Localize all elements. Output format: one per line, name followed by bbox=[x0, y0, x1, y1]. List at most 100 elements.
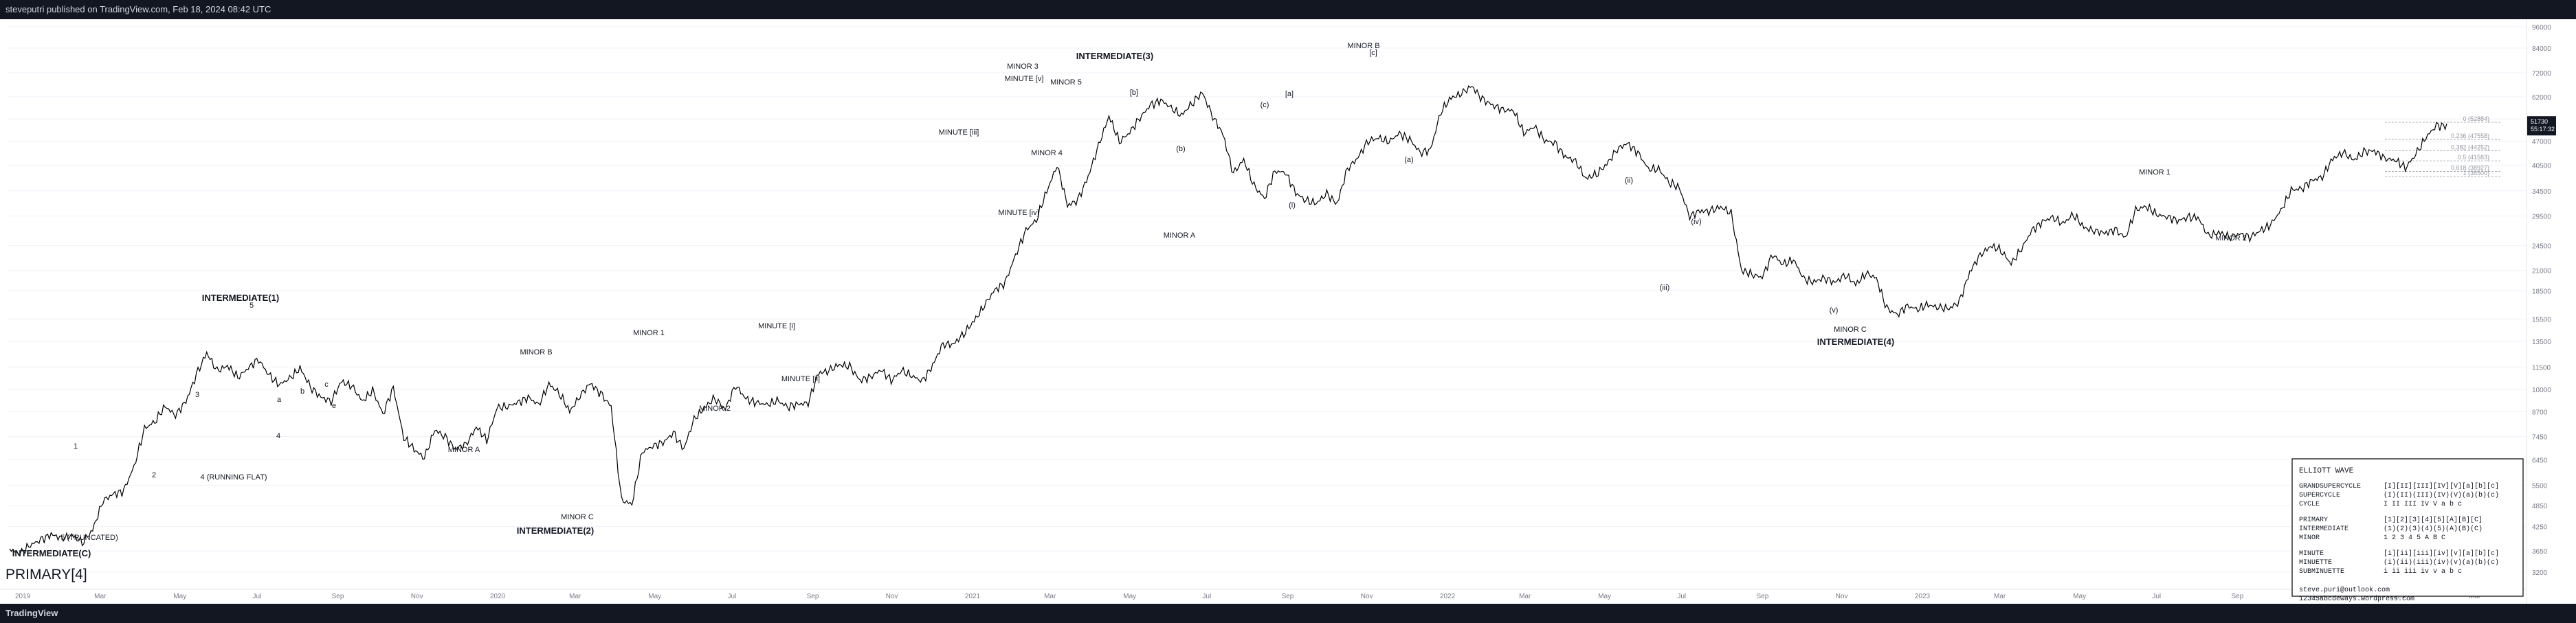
wave-label: [c] bbox=[1369, 49, 1377, 57]
wave-label: (iii) bbox=[1660, 284, 1670, 292]
x-tick-label: Sep bbox=[1757, 593, 1769, 600]
wave-label: [b] bbox=[1130, 89, 1138, 97]
y-tick-label: 18500 bbox=[2532, 288, 2551, 295]
fib-label: 1 (38500) bbox=[2463, 170, 2489, 177]
wave-label: a bbox=[277, 396, 282, 404]
wave-label: INTERMEDIATE(2) bbox=[517, 525, 594, 536]
x-tick-label: Mar bbox=[1519, 593, 1531, 600]
legend-contact: steve.puri@outlook.com bbox=[2299, 586, 2390, 594]
wave-label: e bbox=[332, 402, 336, 410]
wave-label: 5 bbox=[249, 302, 254, 310]
x-tick-label: May bbox=[173, 593, 186, 600]
symbol-label: PRIMARY[4] bbox=[5, 567, 87, 582]
price-series-line bbox=[9, 84, 2447, 556]
y-tick-label: 72000 bbox=[2532, 70, 2551, 78]
x-tick-label: Jul bbox=[1677, 593, 1686, 600]
x-tick-label: Nov bbox=[1361, 593, 1373, 600]
legend-row-symbols: (I)(II)(III)(IV)(V)(a)(b)(c) bbox=[2384, 491, 2499, 499]
wave-label: MINOR C bbox=[561, 513, 594, 521]
wave-label: MINOR 2 bbox=[2215, 234, 2247, 242]
chart-area[interactable]: 0 (52884) 0.236 (47558) 0.382 (44252) 0.5 (… bbox=[0, 19, 2576, 604]
wave-label: MINOR 4 bbox=[1031, 149, 1063, 157]
x-tick-label: Mar bbox=[94, 593, 107, 600]
fib-label: 0.382 (44252) bbox=[2451, 144, 2489, 151]
x-tick-label: Nov bbox=[886, 593, 898, 600]
wave-label: (a) bbox=[1404, 156, 1413, 164]
fib-label: 0 (52884) bbox=[2463, 115, 2489, 122]
wave-label: 4 bbox=[276, 432, 280, 440]
y-tick-label: 15500 bbox=[2532, 317, 2551, 324]
legend-row-name: SUBMINUETTE bbox=[2299, 568, 2344, 576]
x-tick-label: May bbox=[648, 593, 661, 600]
legend-row-symbols: i ii iii iv v a b c bbox=[2384, 567, 2462, 576]
y-tick-label: 11500 bbox=[2532, 364, 2551, 372]
y-tick-label: 5500 bbox=[2532, 482, 2548, 490]
x-tick-label: Sep bbox=[332, 593, 344, 600]
price-tag-text: 55:17:32 bbox=[2531, 126, 2555, 133]
x-tick-label: Sep bbox=[1282, 593, 1294, 600]
wave-label: MINOR 1 bbox=[2139, 168, 2170, 177]
elliott-legend-box: ELLIOTT WAVE GRANDSUPERCYCLE [I][II][III][… bbox=[2291, 458, 2524, 603]
wave-label: 2 bbox=[152, 471, 156, 479]
x-tick-label: May bbox=[2073, 593, 2086, 600]
y-tick-label: 8700 bbox=[2532, 409, 2548, 416]
wave-label: (v) bbox=[1830, 306, 1839, 315]
legend-row-name: MINUETTE bbox=[2299, 559, 2332, 567]
fib-levels-group: 0 (52884) 0.236 (47558) 0.382 (44252) 0.5 (… bbox=[2385, 115, 2502, 177]
x-tick-label: 2020 bbox=[490, 593, 506, 600]
x-tick-label: Nov bbox=[1836, 593, 1848, 600]
legend-row-name: MINUTE bbox=[2299, 550, 2324, 558]
wave-label: MINOR 3 bbox=[1007, 63, 1039, 71]
legend-row-symbols: [i][ii][iii][iv][v][a][b][c] bbox=[2384, 550, 2499, 558]
price-chart[interactable]: 0 (52884) 0.236 (47558) 0.382 (44252) 0.5 (… bbox=[0, 19, 2576, 604]
legend-row-name: PRIMARY bbox=[2299, 517, 2328, 524]
x-tick-label: May bbox=[1123, 593, 1136, 600]
price-tag-box bbox=[2527, 116, 2556, 136]
wave-label: b bbox=[300, 387, 304, 396]
x-tick-label: 2022 bbox=[1440, 593, 1456, 600]
y-tick-label: 24500 bbox=[2532, 243, 2551, 251]
legend-contact: 12345abcdeways.wordpress.com bbox=[2299, 595, 2414, 603]
wave-label: [a] bbox=[1285, 90, 1293, 98]
wave-label: (i) bbox=[1289, 201, 1296, 209]
wave-label: MINUTE [i] bbox=[758, 322, 795, 330]
wave-labels-group: INTERMEDIATE(1) INTERMEDIATE(2) INTERMEDIA… bbox=[12, 42, 2247, 558]
legend-row-name: GRANDSUPERCYCLE bbox=[2299, 483, 2361, 490]
wave-label: MINOR 5 bbox=[1050, 78, 1082, 87]
wave-label: (b) bbox=[1176, 145, 1185, 153]
tradingview-logo: TradingView bbox=[5, 608, 58, 618]
legend-row-symbols: (1)(2)(3)(4)(5)(A)(B)(C) bbox=[2384, 525, 2483, 533]
x-tick-label: Mar bbox=[1044, 593, 1056, 600]
wave-label: MINUTE [iv] bbox=[998, 209, 1039, 217]
y-axis: 9600084000720006200054000470004050034500… bbox=[2526, 19, 2551, 604]
footer-bar: TradingView bbox=[0, 604, 2576, 623]
wave-label: MINOR C bbox=[1834, 326, 1867, 334]
legend-row-name: MINOR bbox=[2299, 534, 2320, 542]
y-tick-label: 47000 bbox=[2532, 139, 2551, 146]
x-tick-label: Jul bbox=[727, 593, 736, 600]
wave-label: INTERMEDIATE(C) bbox=[12, 548, 91, 558]
wave-label: 3 bbox=[195, 391, 199, 399]
x-tick-label: 2021 bbox=[965, 593, 981, 600]
wave-label: MINOR A bbox=[448, 446, 480, 454]
y-tick-label: 4850 bbox=[2532, 503, 2548, 510]
x-tick-label: May bbox=[1598, 593, 1611, 600]
fib-label: 0.236 (47558) bbox=[2451, 133, 2489, 139]
wave-label: MINUTE [ii] bbox=[781, 375, 820, 383]
chart-background bbox=[0, 19, 2576, 604]
legend-row-name: INTERMEDIATE bbox=[2299, 525, 2349, 533]
x-tick-label: Jul bbox=[252, 593, 261, 600]
wave-label: MINUTE [v] bbox=[1005, 75, 1044, 83]
legend-row-name: SUPERCYCLE bbox=[2299, 492, 2340, 499]
y-tick-label: 29500 bbox=[2532, 213, 2551, 220]
wave-label: INTERMEDIATE(4) bbox=[1817, 337, 1894, 347]
wave-label: MINOR B bbox=[1347, 42, 1379, 50]
wave-label: MINUTE [iii] bbox=[939, 128, 979, 137]
legend-row-symbols: 1 2 3 4 5 A B C bbox=[2384, 534, 2445, 542]
y-tick-label: 96000 bbox=[2532, 24, 2551, 32]
x-tick-label: Mar bbox=[1994, 593, 2006, 600]
y-tick-label: 10000 bbox=[2532, 387, 2551, 394]
x-tick-label: Jul bbox=[1202, 593, 1211, 600]
